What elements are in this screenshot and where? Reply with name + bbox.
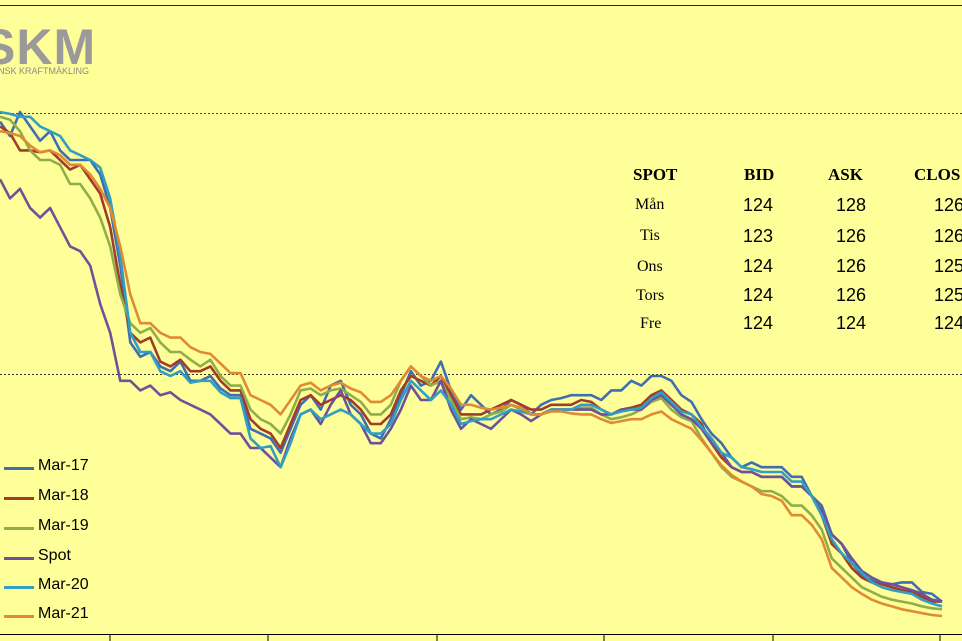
- header-ask: ASK: [828, 165, 863, 184]
- x-axis-ticks: [109, 634, 941, 641]
- row-day: Mån: [635, 196, 665, 213]
- series-line: [0, 110, 943, 608]
- row-ask: 126: [836, 285, 867, 305]
- row-ask: 126: [836, 256, 867, 276]
- legend-label: Mar-18: [38, 487, 89, 504]
- series-line: [0, 125, 942, 603]
- legend-label: Mar-17: [38, 457, 89, 474]
- series-line: [0, 115, 943, 611]
- legend-label: Mar-20: [38, 576, 89, 593]
- row-bid: 124: [743, 285, 774, 305]
- row-bid: 123: [743, 226, 774, 246]
- row-close: 125: [934, 256, 962, 276]
- legend-label: Spot: [38, 547, 71, 564]
- row-bid: 124: [743, 195, 774, 215]
- legend-label: Mar-21: [38, 605, 89, 622]
- legend-swatch: [4, 467, 34, 470]
- row-close: 124: [934, 313, 962, 333]
- row-close: 125: [934, 285, 962, 305]
- series-lines: [0, 110, 943, 618]
- legend-label: Mar-19: [38, 517, 89, 534]
- legend-swatch: [4, 586, 34, 589]
- row-day: Fre: [640, 315, 662, 332]
- skm-logo: SKM: [0, 19, 97, 75]
- legend-swatch: [4, 497, 34, 500]
- row-bid: 124: [743, 313, 774, 333]
- series-line: [0, 110, 943, 603]
- row-ask: 126: [836, 226, 867, 246]
- row-close: 126: [934, 195, 962, 215]
- row-bid: 124: [743, 256, 774, 276]
- header-spot: SPOT: [633, 165, 678, 184]
- row-day: Tors: [636, 287, 665, 304]
- row-day: Tis: [640, 227, 660, 244]
- row-close: 126: [934, 226, 962, 246]
- row-ask: 128: [836, 195, 867, 215]
- legend-swatch: [4, 557, 34, 560]
- header-bid: BID: [744, 165, 775, 184]
- row-day: Ons: [637, 258, 663, 275]
- header-close: CLOS: [914, 165, 961, 184]
- skm-logo-subtext: NSK KRAFTMÄKLING: [0, 66, 90, 76]
- series-line: [0, 178, 943, 603]
- series-line: [0, 129, 943, 618]
- row-ask: 124: [836, 313, 867, 333]
- legend-swatch: [4, 615, 34, 618]
- legend-swatch: [4, 527, 34, 530]
